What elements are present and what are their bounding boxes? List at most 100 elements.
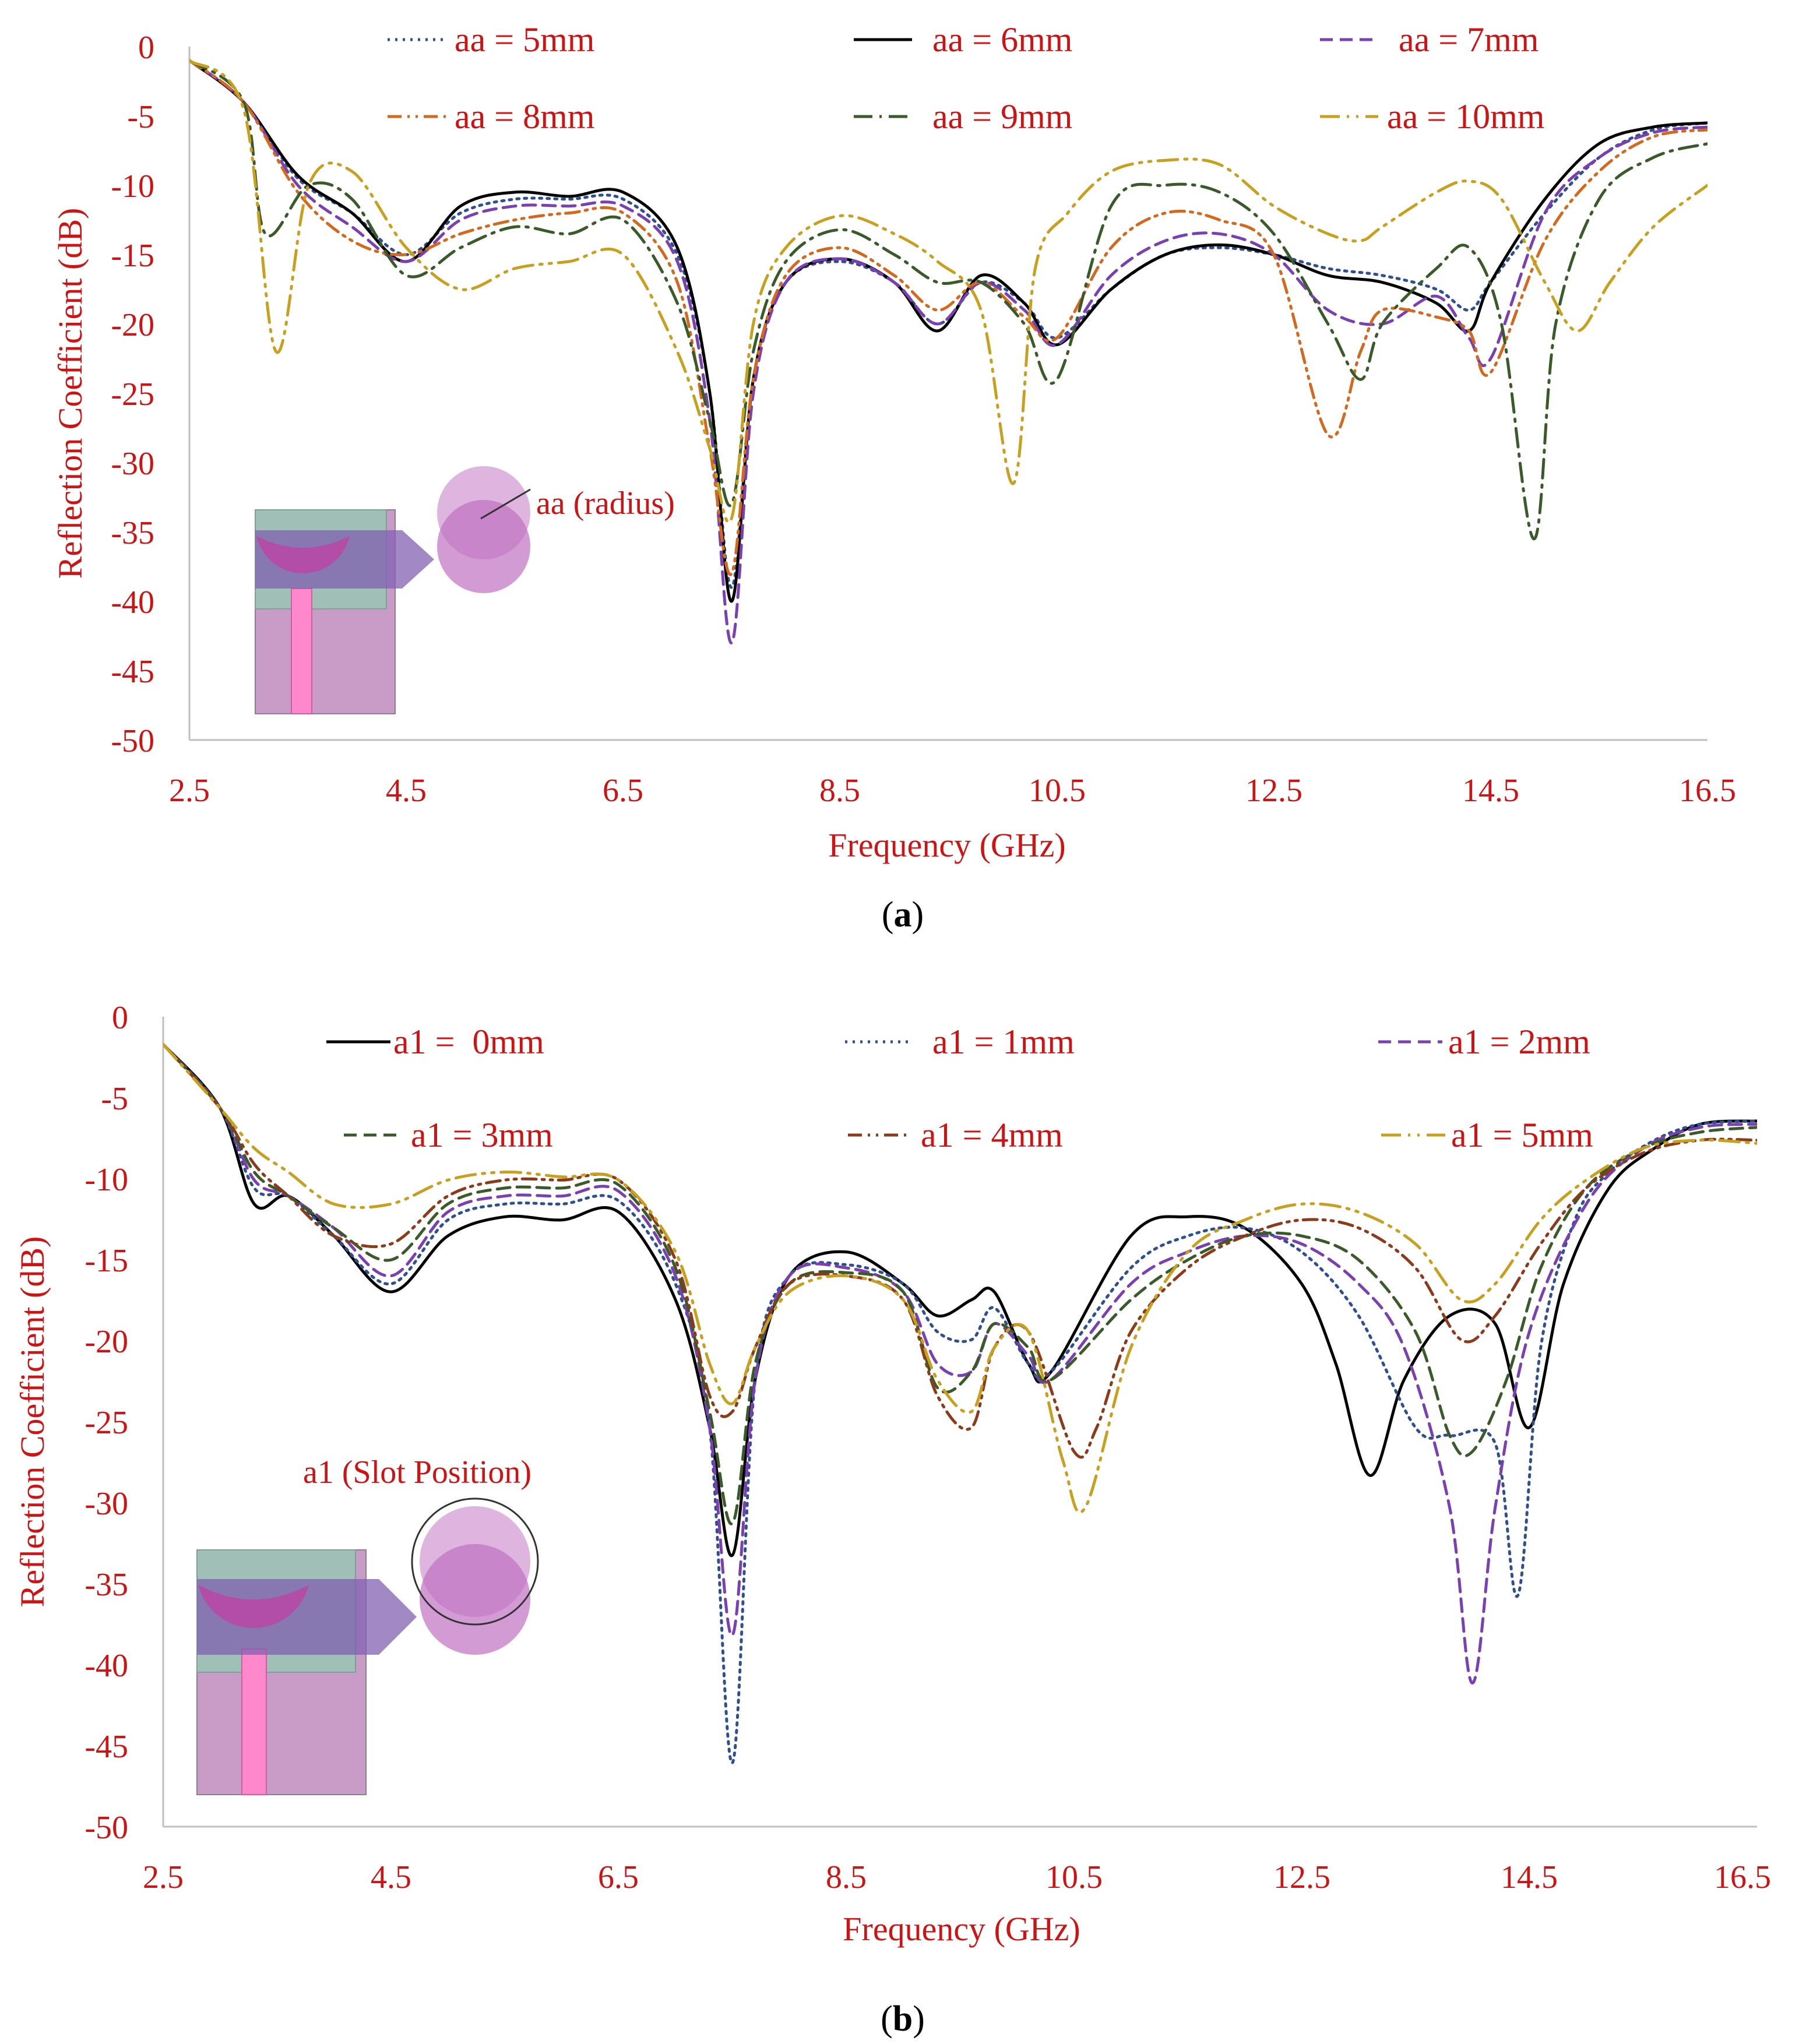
- chart-b-xtick: 8.5: [826, 1859, 867, 1895]
- legend-a-item: aa = 9mm: [854, 97, 1072, 136]
- chart-a-ytick: -25: [111, 376, 154, 413]
- chart-a-ytick: -40: [111, 584, 154, 621]
- panel-label-a-close: ): [912, 895, 924, 935]
- series-b-a1-5-line: [163, 1042, 1757, 1514]
- series-b-a1-2-line: [163, 1042, 1757, 1684]
- chart-a-xtick: 12.5: [1245, 773, 1302, 809]
- chart-b-series: [163, 1042, 1757, 1764]
- legend-b-item: a1 = 2mm: [1378, 1023, 1590, 1061]
- panel-label-a-letter: a: [894, 895, 912, 935]
- legend-b-item: a1 = 3mm: [344, 1116, 553, 1154]
- legend-a-label: aa = 9mm: [932, 97, 1072, 136]
- panel-label-a-open: (: [882, 895, 894, 935]
- chart-a-xtick: 10.5: [1029, 773, 1086, 809]
- legend-b-label: a1 = 0mm: [393, 1023, 544, 1061]
- chart-a-xtick: 8.5: [819, 773, 860, 809]
- panel-label-a: (a): [882, 895, 924, 935]
- chart-a-y-ticks: 0 -5 -10 -15 -20 -25 -30 -35 -40 -45 -50: [111, 30, 154, 759]
- chart-b-legend: a1 = 0mm a1 = 1mm a1 = 2mm a1 = 3mm a1 =…: [326, 1023, 1593, 1154]
- chart-a-ytick: -30: [111, 446, 154, 482]
- legend-a-item: aa = 6mm: [854, 20, 1072, 59]
- chart-a-ytick: 0: [138, 30, 154, 66]
- antenna-crescent-patch: [198, 1585, 309, 1628]
- chart-b: 0 -5 -10 -15 -20 -25 -30 -35 -40 -45 -50…: [13, 1000, 1771, 2039]
- chart-b-ytick: -10: [85, 1162, 128, 1198]
- legend-a-item: aa = 7mm: [1320, 20, 1539, 59]
- legend-b-label: a1 = 2mm: [1448, 1023, 1590, 1061]
- chart-b-ytick: -35: [85, 1567, 128, 1603]
- chart-a-ytick: -20: [111, 307, 154, 343]
- legend-a-item: aa = 8mm: [388, 97, 594, 136]
- chart-b-x-axis-title: Frequency (GHz): [843, 1910, 1080, 1948]
- zoom-circle-bottom: [437, 500, 530, 593]
- chart-a-ytick: -15: [111, 238, 154, 274]
- legend-a-item: aa = 10mm: [1320, 97, 1544, 136]
- slot-outline-circle: [411, 1497, 539, 1626]
- chart-b-ytick: -45: [85, 1729, 128, 1765]
- legend-a-item: aa = 5mm: [388, 20, 594, 59]
- chart-b-ytick: -20: [85, 1324, 128, 1360]
- legend-b-label: a1 = 3mm: [411, 1116, 553, 1154]
- chart-b-ytick: 0: [112, 1000, 128, 1036]
- chart-b-antenna-inset: [196, 1497, 539, 1795]
- panel-label-b: (b): [881, 1999, 925, 2039]
- legend-b-item: a1 = 5mm: [1381, 1116, 1593, 1154]
- chart-b-y-ticks: 0 -5 -10 -15 -20 -25 -30 -35 -40 -45 -50: [85, 1000, 128, 1846]
- legend-a-label: aa = 6mm: [932, 20, 1072, 59]
- chart-a-xtick: 14.5: [1462, 773, 1519, 809]
- chart-a-ytick: -5: [127, 99, 154, 135]
- antenna-arrow: [197, 1579, 417, 1655]
- series-a-aa10-line: [189, 59, 1708, 524]
- chart-b-ytick: -15: [85, 1243, 128, 1279]
- chart-a-xtick: 6.5: [603, 773, 643, 809]
- chart-a-y-axis-title: Reflection Coefficient (dB): [51, 208, 89, 579]
- chart-b-xtick: 12.5: [1273, 1859, 1330, 1895]
- legend-a-label: aa = 8mm: [455, 97, 594, 136]
- chart-b-ytick: -40: [85, 1648, 128, 1684]
- series-b-a1-4-line: [163, 1042, 1757, 1459]
- chart-a-series: [189, 59, 1708, 644]
- legend-b-label: a1 = 4mm: [921, 1116, 1063, 1154]
- radius-indicator-line: [480, 488, 531, 520]
- chart-b-xtick: 16.5: [1714, 1859, 1771, 1895]
- chart-a-ytick: -35: [111, 515, 154, 551]
- chart-a-antenna-inset: [255, 466, 531, 714]
- panel-label-b-letter: b: [893, 1999, 913, 2039]
- chart-b-ytick: -25: [85, 1405, 128, 1441]
- legend-b-item: a1 = 0mm: [326, 1023, 544, 1061]
- panel-label-b-close: ): [913, 1999, 925, 2039]
- series-a-aa8-line: [189, 59, 1708, 576]
- legend-a-label: aa = 7mm: [1399, 20, 1539, 59]
- zoom-circle-bottom: [420, 1544, 530, 1655]
- chart-a-xtick: 2.5: [169, 773, 210, 809]
- chart-b-ytick: -30: [85, 1486, 128, 1522]
- chart-a-xtick: 16.5: [1679, 773, 1736, 809]
- panel-label-b-open: (: [881, 1999, 893, 2039]
- chart-a-ytick: -50: [111, 723, 154, 759]
- chart-b-ytick: -50: [85, 1810, 128, 1846]
- antenna-crescent-patch: [256, 536, 350, 573]
- series-b-a1-3-line: [163, 1042, 1757, 1525]
- chart-b-xtick: 10.5: [1045, 1859, 1103, 1895]
- chart-a-ytick: -10: [111, 168, 154, 205]
- chart-a: 0 -5 -10 -15 -20 -25 -30 -35 -40 -45 -50…: [51, 20, 1736, 935]
- chart-a-x-axis-title: Frequency (GHz): [828, 826, 1065, 864]
- chart-a-xtick: 4.5: [386, 773, 427, 809]
- antenna-arrow: [255, 530, 434, 588]
- chart-b-annotation: a1 (Slot Position): [303, 1454, 531, 1490]
- series-a-aa7-line: [189, 59, 1708, 644]
- chart-b-xtick: 4.5: [371, 1859, 411, 1895]
- legend-b-label: a1 = 5mm: [1451, 1116, 1593, 1154]
- antenna-feed-line: [241, 1648, 267, 1795]
- chart-b-xtick: 14.5: [1501, 1859, 1558, 1895]
- legend-a-label: aa = 10mm: [1387, 97, 1544, 136]
- legend-b-item: a1 = 1mm: [845, 1023, 1075, 1061]
- chart-a-annotation: aa (radius): [536, 485, 675, 521]
- chart-a-ytick: -45: [111, 654, 154, 690]
- series-b-a1-1-line: [163, 1042, 1757, 1764]
- chart-a-legend: aa = 5mm aa = 6mm aa = 7mm aa = 8mm aa =…: [388, 20, 1544, 136]
- legend-b-label: a1 = 1mm: [932, 1023, 1075, 1061]
- chart-a-x-ticks: 2.5 4.5 6.5 8.5 10.5 12.5 14.5 16.5: [169, 773, 1736, 809]
- legend-a-label: aa = 5mm: [455, 20, 594, 59]
